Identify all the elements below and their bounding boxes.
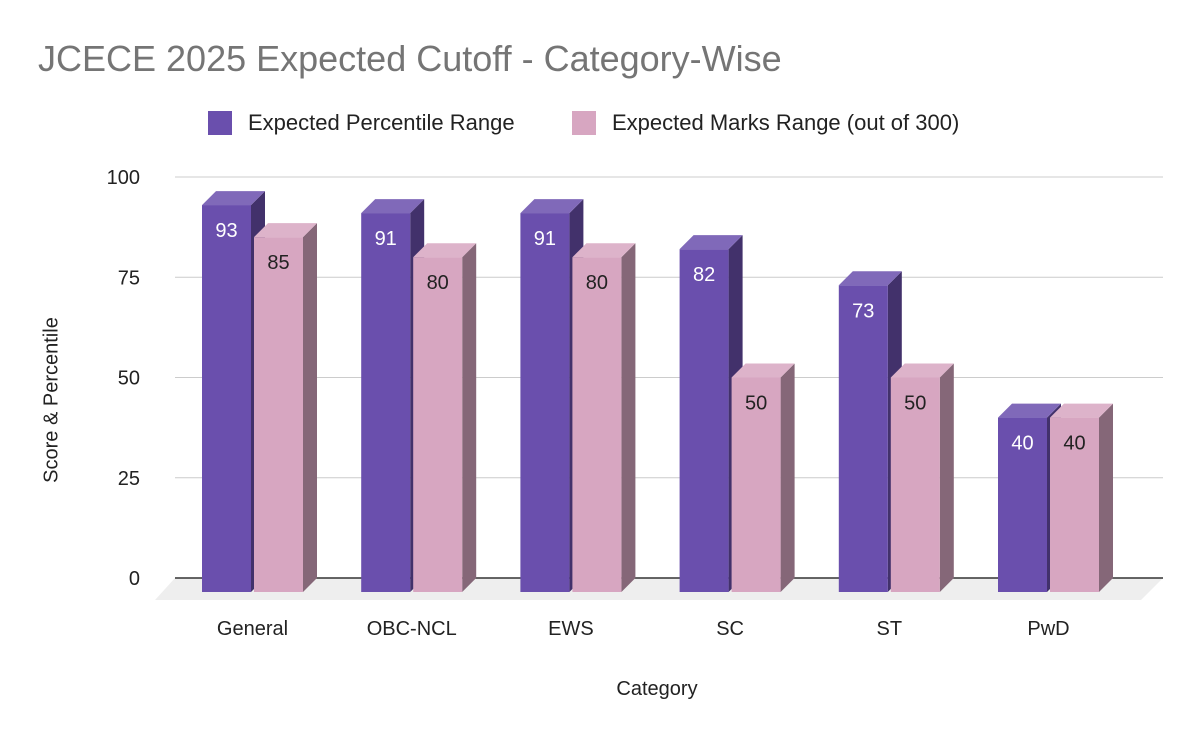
bar-marks bbox=[572, 257, 622, 592]
bar-side-1 bbox=[462, 243, 477, 592]
bar-percentile bbox=[202, 205, 251, 592]
bar-percentile bbox=[520, 213, 570, 592]
bar-marks bbox=[413, 257, 463, 592]
y-tick-label: 100 bbox=[107, 167, 140, 189]
bar-top-0 bbox=[361, 199, 425, 214]
y-tick-label: 50 bbox=[118, 368, 140, 390]
bar-side-1 bbox=[1099, 403, 1113, 592]
x-axis-label: Category bbox=[616, 678, 698, 700]
bar-top-0 bbox=[679, 235, 743, 250]
data-label: 93 bbox=[215, 220, 237, 242]
data-label: 85 bbox=[267, 252, 289, 274]
legend-item-percentile[interactable]: Expected Percentile Range bbox=[208, 110, 515, 136]
bar-top-1 bbox=[572, 243, 636, 258]
chart-title: JCECE 2025 Expected Cutoff - Category-Wi… bbox=[38, 38, 782, 79]
bar-marks bbox=[731, 377, 781, 592]
legend-label-percentile: Expected Percentile Range bbox=[248, 110, 515, 135]
bar-marks bbox=[254, 237, 303, 592]
legend-label-marks: Expected Marks Range (out of 300) bbox=[612, 110, 960, 135]
bar-top-0 bbox=[202, 191, 265, 206]
bar-percentile bbox=[361, 213, 411, 592]
data-label: 82 bbox=[693, 264, 715, 286]
bar-top-1 bbox=[413, 243, 477, 258]
data-label: 40 bbox=[1011, 433, 1033, 455]
bar-top-0 bbox=[998, 403, 1061, 418]
bar-top-1 bbox=[1050, 403, 1113, 418]
legend-item-marks[interactable]: Expected Marks Range (out of 300) bbox=[572, 110, 959, 136]
data-label: 50 bbox=[904, 393, 926, 415]
data-label: 91 bbox=[534, 228, 556, 250]
x-tick-label: ST bbox=[877, 618, 903, 640]
y-tick-label: 75 bbox=[118, 267, 140, 289]
x-tick-label: EWS bbox=[548, 618, 594, 640]
data-label: 80 bbox=[427, 272, 449, 294]
bar-side-1 bbox=[621, 243, 636, 592]
bar-top-0 bbox=[520, 199, 584, 214]
legend-swatch-percentile bbox=[208, 111, 232, 135]
bar-percentile bbox=[838, 285, 888, 592]
bar-side-1 bbox=[780, 363, 795, 592]
y-tick-label: 0 bbox=[129, 568, 140, 590]
legend-swatch-marks bbox=[572, 111, 596, 135]
data-label: 73 bbox=[852, 300, 874, 322]
bar-percentile bbox=[998, 417, 1047, 592]
bar-percentile bbox=[679, 249, 729, 592]
data-label: 50 bbox=[745, 393, 767, 415]
x-tick-label: SC bbox=[716, 618, 744, 640]
bar-top-1 bbox=[731, 363, 795, 378]
x-tick-label: General bbox=[217, 618, 288, 640]
y-tick-label: 25 bbox=[118, 468, 140, 490]
legend: Expected Percentile Range Expected Marks… bbox=[0, 110, 1200, 140]
bar-marks bbox=[1050, 417, 1099, 592]
bar-side-1 bbox=[303, 223, 317, 592]
data-label: 40 bbox=[1063, 433, 1085, 455]
bar-side-1 bbox=[939, 363, 954, 592]
bar-top-0 bbox=[838, 271, 902, 286]
x-tick-label: OBC-NCL bbox=[367, 618, 457, 640]
data-label: 91 bbox=[375, 228, 397, 250]
data-label: 80 bbox=[586, 272, 608, 294]
bar-top-1 bbox=[890, 363, 954, 378]
x-tick-label: PwD bbox=[1027, 618, 1069, 640]
bar-top-1 bbox=[254, 223, 317, 238]
bar-marks bbox=[890, 377, 940, 592]
